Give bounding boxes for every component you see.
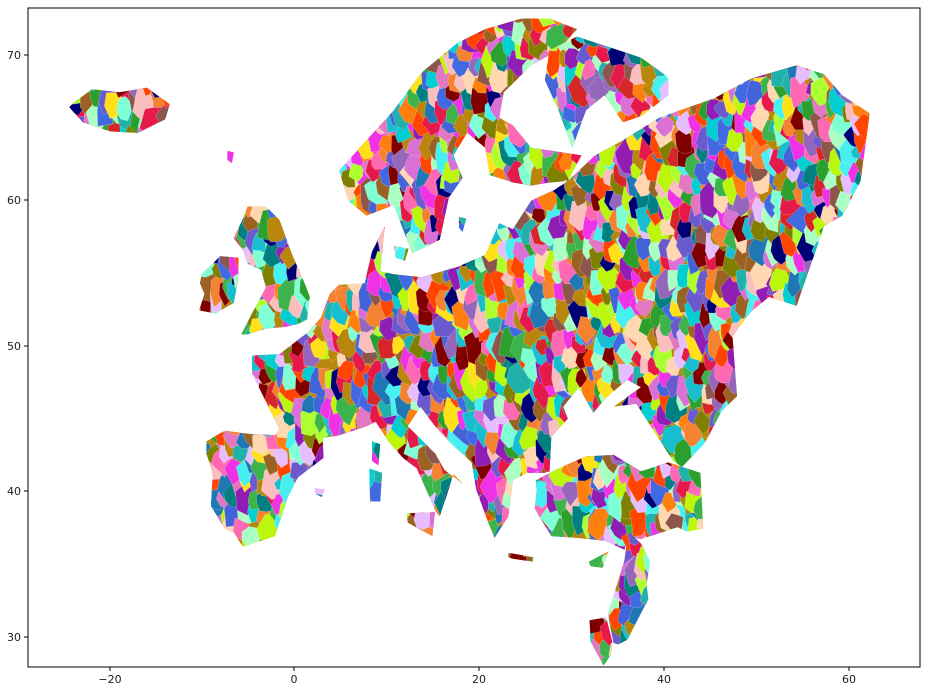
map-region (464, 283, 478, 306)
x-axis: −20 0 20 40 60 (98, 667, 856, 686)
map-region (659, 80, 669, 103)
map-region (853, 113, 870, 142)
map-region (233, 269, 239, 296)
landmass-faroe (227, 150, 234, 163)
landmass-gotland (458, 217, 467, 233)
y-tick-label: 70 (7, 49, 21, 62)
y-tick-label: 50 (7, 340, 21, 353)
map-region (229, 256, 239, 289)
map-region (369, 471, 383, 502)
y-tick-label: 30 (7, 631, 21, 644)
map-region (693, 409, 712, 435)
map-region (374, 468, 383, 484)
x-tick-label: 40 (657, 673, 671, 686)
map-region (393, 245, 409, 261)
map-region (116, 96, 132, 122)
map-region (224, 458, 242, 486)
map-region (629, 591, 643, 608)
map-region (581, 58, 596, 81)
map-region (227, 150, 234, 163)
map-region (413, 512, 433, 530)
map-region (608, 638, 613, 662)
map-region (600, 620, 613, 647)
landmass-balearics (314, 488, 326, 497)
map-region (402, 247, 409, 261)
x-tick-label: 20 (472, 673, 486, 686)
landmass-zealand (393, 245, 409, 261)
x-tick-label: 60 (842, 673, 856, 686)
map-region (372, 449, 381, 466)
map-region (572, 289, 587, 307)
map-region (378, 316, 397, 342)
y-axis: 30 40 50 60 70 (7, 49, 28, 644)
map-region (392, 336, 406, 355)
x-tick-label: −20 (98, 673, 121, 686)
y-tick-label: 40 (7, 485, 21, 498)
map-region (234, 256, 239, 277)
map-region (599, 655, 613, 666)
plot-frame (27, 7, 921, 668)
map-region (458, 217, 467, 231)
y-tick-label: 60 (7, 194, 21, 207)
x-tick-label: 0 (291, 673, 298, 686)
